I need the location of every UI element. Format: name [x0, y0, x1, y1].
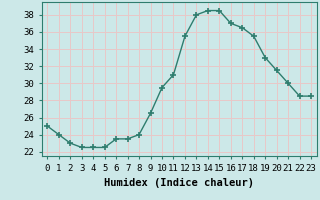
X-axis label: Humidex (Indice chaleur): Humidex (Indice chaleur) — [104, 178, 254, 188]
